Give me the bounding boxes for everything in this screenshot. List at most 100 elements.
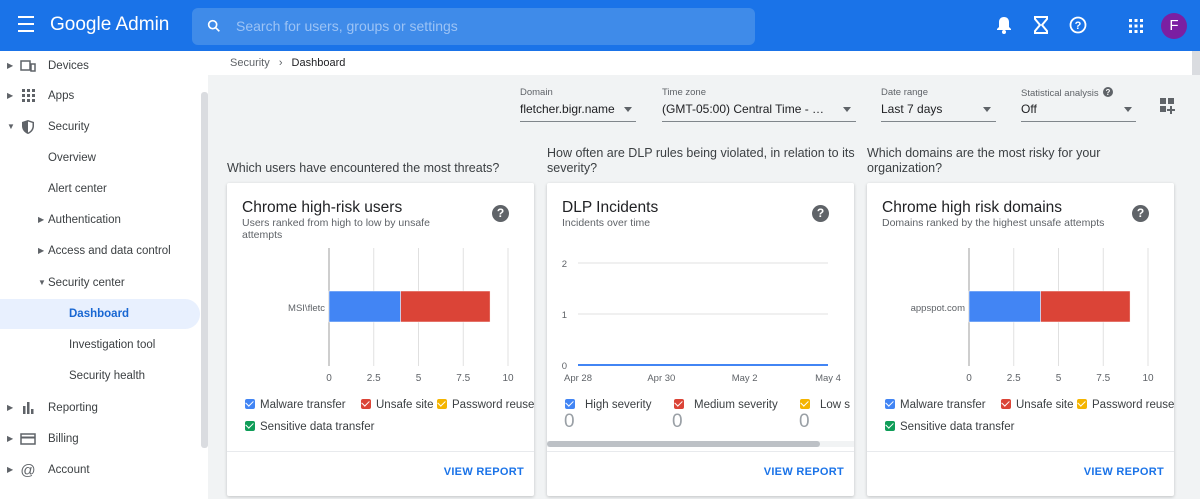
- checkbox-icon: [885, 421, 895, 431]
- sidebar-item-access-data-control[interactable]: ▶ Access and data control: [0, 236, 200, 266]
- sidebar-item-authentication[interactable]: ▶ Authentication: [0, 205, 200, 235]
- avatar[interactable]: F: [1161, 13, 1187, 39]
- breadcrumb-security-link[interactable]: Security: [230, 57, 270, 69]
- filter-value: Last 7 days: [881, 102, 943, 116]
- legend-high-severity[interactable]: High severity: [565, 399, 651, 411]
- bar-segment: [1040, 290, 1131, 323]
- at-sign-icon: @: [20, 463, 35, 477]
- domain-filter[interactable]: Domain fletcher.bigr.name: [520, 87, 636, 122]
- chevron-down-icon: [624, 107, 632, 112]
- checkbox-icon: [1077, 399, 1087, 409]
- legend-password-reuse[interactable]: Password reuse: [1077, 399, 1174, 411]
- view-report-button[interactable]: VIEW REPORT: [1083, 466, 1164, 478]
- domains-bar-chart: 0 2.5 5 7.5 10 appspot.com: [911, 248, 1154, 384]
- checkbox-icon: [565, 399, 575, 409]
- svg-text:?: ?: [1075, 20, 1082, 32]
- sidebar-item-security-health[interactable]: Security health: [0, 361, 200, 391]
- notifications-icon[interactable]: [996, 16, 1012, 34]
- filter-label: Time zone: [662, 87, 706, 98]
- x-tick-label: May 4: [815, 373, 841, 384]
- breadcrumb-separator: ›: [278, 57, 283, 69]
- sidebar-item-label: Alert center: [48, 183, 107, 195]
- x-tick-label: 5: [416, 373, 422, 384]
- legend-malware[interactable]: Malware transfer: [885, 399, 986, 411]
- legend-horizontal-scrollbar[interactable]: [547, 441, 854, 447]
- card-chrome-high-risk-domains: Chrome high risk domains Domains ranked …: [867, 183, 1174, 496]
- filter-underline: [662, 121, 856, 122]
- legend-medium-severity[interactable]: Medium severity: [674, 399, 778, 411]
- y-tick-label: 1: [562, 310, 567, 321]
- sidebar-item-label: Security: [48, 121, 90, 133]
- legend-malware[interactable]: Malware transfer: [245, 399, 346, 411]
- sidebar-item-devices[interactable]: ▶ Devices: [0, 51, 200, 81]
- sidebar-item-label: Devices: [48, 60, 89, 72]
- medium-severity-count: 0: [672, 411, 683, 432]
- expand-arrow-icon: ▶: [38, 246, 45, 255]
- sidebar-item-investigation-tool[interactable]: Investigation tool: [0, 330, 200, 360]
- help-icon[interactable]: ?: [812, 205, 829, 222]
- help-icon[interactable]: ?: [1103, 87, 1114, 97]
- category-label: MSI\fletc: [288, 303, 325, 314]
- x-tick-label: 0: [966, 373, 972, 384]
- statistical-analysis-filter[interactable]: Statistical analysis ? Off: [1021, 87, 1136, 122]
- sidebar-item-label: Apps: [48, 90, 75, 102]
- sidebar-item-security-center[interactable]: ▼ Security center: [0, 268, 200, 298]
- filter-label: Statistical analysis ?: [1021, 87, 1114, 99]
- sidebar-item-label: Security health: [69, 370, 146, 382]
- sidebar-item-security[interactable]: ▼ Security: [0, 112, 200, 142]
- date-range-filter[interactable]: Date range Last 7 days: [881, 87, 996, 122]
- bar-segment: [328, 290, 401, 323]
- y-tick-label: 0: [562, 361, 567, 372]
- add-chart-icon[interactable]: [1160, 98, 1176, 114]
- high-severity-count: 0: [564, 411, 575, 432]
- bar-segment: [968, 290, 1041, 323]
- legend-password-reuse[interactable]: Password reuse: [437, 399, 534, 411]
- legend-sensitive[interactable]: Sensitive data transfer: [885, 421, 1014, 433]
- sidebar-scrollbar[interactable]: [201, 92, 208, 448]
- help-icon[interactable]: ?: [1069, 16, 1087, 34]
- view-report-button[interactable]: VIEW REPORT: [763, 466, 844, 478]
- legend-unsafe-site[interactable]: Unsafe site: [361, 399, 434, 411]
- timezone-filter[interactable]: Time zone (GMT-05:00) Central Time - Me.…: [662, 87, 856, 122]
- apps-grid-icon[interactable]: [1129, 19, 1143, 33]
- legend-sensitive[interactable]: Sensitive data transfer: [245, 421, 374, 433]
- search-input[interactable]: [236, 16, 736, 36]
- sidebar-item-account[interactable]: ▶ @ Account: [0, 455, 200, 485]
- x-tick-label: May 2: [732, 373, 758, 384]
- view-report-button[interactable]: VIEW REPORT: [443, 466, 524, 478]
- checkbox-icon: [674, 399, 684, 409]
- checkbox-icon: [361, 399, 371, 409]
- hourglass-icon[interactable]: [1034, 16, 1048, 34]
- filter-underline: [881, 121, 996, 122]
- search-bar[interactable]: [192, 8, 755, 45]
- checkbox-icon: [1001, 399, 1011, 409]
- sidebar-item-overview[interactable]: Overview: [0, 143, 200, 173]
- legend-low-severity[interactable]: Low s: [800, 399, 854, 411]
- x-tick-label: 2.5: [367, 373, 381, 384]
- sidebar-item-billing[interactable]: ▶ Billing: [0, 424, 200, 454]
- help-icon[interactable]: ?: [492, 205, 509, 222]
- sidebar-item-apps[interactable]: ▶ Apps: [0, 81, 200, 111]
- sidebar-item-alert-center[interactable]: Alert center: [0, 174, 200, 204]
- sidebar-item-label: Billing: [48, 433, 79, 445]
- sidebar-item-dashboard[interactable]: Dashboard: [0, 299, 200, 329]
- scrollbar-thumb[interactable]: [547, 441, 820, 447]
- bar-segment: [400, 290, 491, 323]
- legend-unsafe-site[interactable]: Unsafe site: [1001, 399, 1074, 411]
- search-icon: [207, 19, 220, 32]
- app-logo[interactable]: Google Admin: [50, 14, 170, 35]
- help-icon[interactable]: ?: [1132, 205, 1149, 222]
- menu-icon[interactable]: [18, 16, 38, 34]
- x-tick-label: 7.5: [1096, 373, 1110, 384]
- filter-value: (GMT-05:00) Central Time - Me...: [662, 102, 832, 116]
- sidebar-item-label: Access and data control: [48, 245, 171, 257]
- top-app-bar: Google Admin ? F: [0, 0, 1200, 51]
- card-divider: [227, 451, 534, 452]
- expand-arrow-icon: ▶: [38, 215, 45, 224]
- y-tick-label: 2: [562, 259, 567, 270]
- sidebar-item-reporting[interactable]: ▶ Reporting: [0, 393, 200, 423]
- sidebar: ▶ Devices ▶ Apps ▼ Security Overview Ale…: [0, 51, 208, 499]
- filter-underline: [1021, 121, 1136, 122]
- filter-label: Date range: [881, 87, 929, 98]
- page-scrollbar[interactable]: [1192, 51, 1200, 75]
